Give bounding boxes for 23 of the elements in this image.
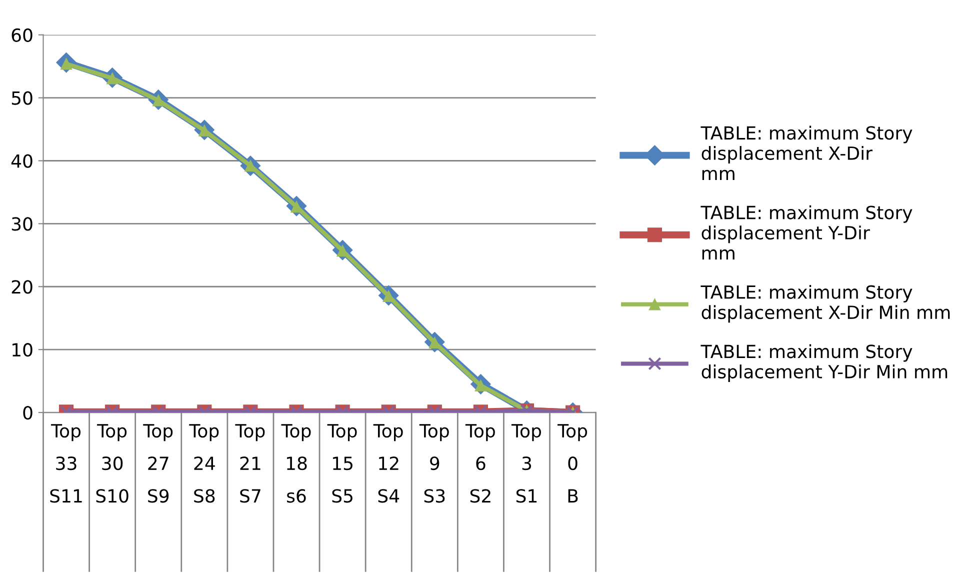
y-tick-label: 30 [12,217,32,231]
x-tick-label: Top 9 S3 [419,424,449,503]
x-tick-label: Top 15 S5 [327,424,357,503]
x-tick-label: Top 24 S8 [189,424,219,503]
y-tick-label: 10 [12,343,32,357]
x-tick-label: Top 12 S4 [373,424,403,503]
x-tick-label: Top 18 s6 [281,424,311,503]
x-tick-label: Top 21 S7 [235,424,265,503]
y-tick-label: 20 [12,280,32,294]
x-tick-label: Top 27 S9 [143,424,173,503]
legend-label: TABLE: maximum Story displacement Y-Dir Min mm [700,344,948,382]
y-tick-label: 0 [23,406,32,420]
legend-label: TABLE: maximum Story displacement X-Dir Min mm [700,284,950,323]
x-tick-label: Top 30 S10 [96,424,128,503]
y-tick-label: 50 [12,91,32,105]
x-tick-label: Top 0 B [558,424,588,502]
x-tick-label: Top 3 S1 [511,424,541,503]
x-tick-label: Top 6 S2 [465,424,495,503]
y-tick-label: 40 [11,154,32,168]
legend-label: TABLE: maximum Story displacement Y-Dir mm [700,205,912,260]
legend-label: TABLE: maximum Story displacement X-Dir mm [700,126,912,180]
y-tick-label: 60 [12,28,32,42]
x-tick-label: Top 33 S11 [50,424,82,503]
